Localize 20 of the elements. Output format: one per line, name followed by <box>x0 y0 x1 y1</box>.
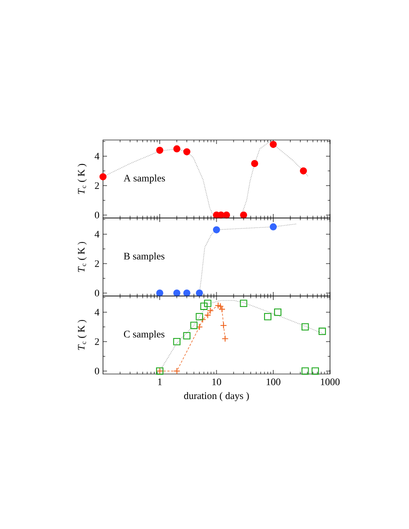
x-tick-label: 1 <box>158 378 162 386</box>
y-tick-label: 0 <box>94 290 100 296</box>
x-axis-title: duration ( days ) <box>184 392 249 402</box>
annotation: B samples <box>124 252 164 262</box>
y-tick-label: 4 <box>94 230 100 238</box>
y-tick-label: 2 <box>94 182 99 189</box>
x-tick-label: 100 <box>266 378 280 386</box>
x-tick-label: 1000 <box>320 378 340 386</box>
y-tick-label: 4 <box>94 152 100 160</box>
annotation: C samples <box>124 330 164 340</box>
y-axis-title: T$_{c}$ ( K ) <box>78 320 87 350</box>
annotation: A samples <box>124 174 165 184</box>
x-tick-label: 10 <box>212 378 222 386</box>
y-tick-label: 2 <box>94 260 99 267</box>
y-tick-label: 2 <box>94 338 99 345</box>
y-tick-label: 4 <box>94 308 100 316</box>
y-axis-title: T$_{c}$ ( K ) <box>78 242 87 272</box>
y-tick-label: 0 <box>94 368 100 374</box>
y-axis-title: T$_{c}$ ( K ) <box>78 164 87 194</box>
y-tick-label: 0 <box>94 212 100 218</box>
